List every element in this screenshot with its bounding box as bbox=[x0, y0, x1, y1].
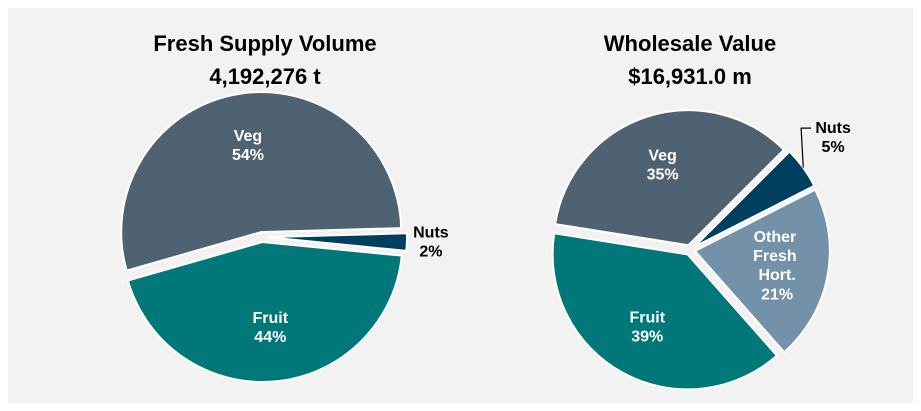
pie-slice bbox=[551, 232, 779, 391]
pie-slice bbox=[553, 109, 786, 247]
pie-slice bbox=[693, 150, 816, 248]
pie-slice bbox=[693, 188, 831, 354]
chart-title: Fresh Supply Volume bbox=[153, 31, 376, 56]
slice-label: Fruit bbox=[629, 309, 665, 326]
slice-value: 2% bbox=[419, 244, 442, 261]
slice-value: 21% bbox=[761, 286, 793, 303]
slice-label: Nuts bbox=[413, 225, 449, 242]
pie-slice bbox=[266, 232, 408, 252]
slice-label: Other Fresh Hort. bbox=[753, 229, 801, 284]
slice-value: 39% bbox=[631, 328, 663, 345]
chart-title: Wholesale Value bbox=[604, 31, 776, 56]
slice-value: 44% bbox=[254, 329, 286, 346]
slice-label-line: Other bbox=[754, 229, 801, 246]
chart-subtitle: $16,931.0 m bbox=[628, 64, 752, 89]
leader-line bbox=[800, 127, 812, 168]
chart-subtitle: 4,192,276 t bbox=[209, 64, 321, 89]
slice-label: Veg bbox=[648, 147, 676, 164]
pie-slice bbox=[120, 91, 403, 272]
slice-value: 54% bbox=[232, 147, 264, 164]
slice-label: Veg bbox=[234, 128, 262, 145]
slice-value: 5% bbox=[822, 139, 845, 156]
slice-label-line: Hort. bbox=[758, 267, 795, 284]
slice-label-line: Fresh bbox=[753, 248, 801, 265]
pie-slice bbox=[126, 240, 403, 383]
slice-value: 35% bbox=[647, 166, 679, 183]
slice-label: Fruit bbox=[253, 310, 289, 327]
slice-label: Nuts bbox=[815, 120, 851, 137]
